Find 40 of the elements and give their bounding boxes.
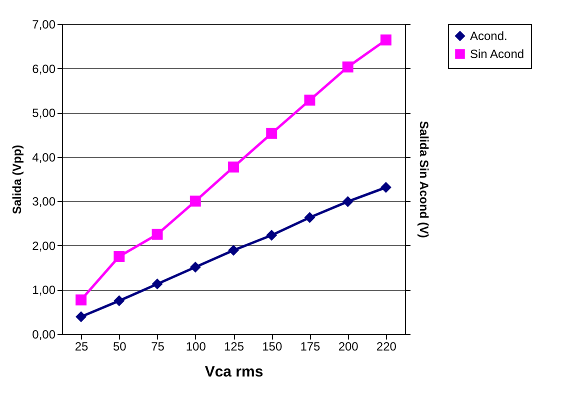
y-axis-title: Salida (Vpp)	[10, 144, 24, 214]
point	[190, 262, 201, 273]
point	[228, 162, 239, 173]
y-tick-label: 5,00	[32, 106, 56, 120]
x-tick-label: 125	[224, 340, 244, 354]
point	[304, 212, 316, 224]
point	[380, 34, 392, 46]
point	[304, 94, 316, 106]
y-tick-label: 4,00	[32, 150, 56, 164]
point	[152, 278, 163, 290]
x-tick-label: 100	[186, 340, 206, 354]
x-tick-label: 175	[300, 340, 321, 354]
point	[342, 196, 354, 208]
point	[228, 244, 239, 256]
point	[76, 311, 87, 322]
legend-label: Acond.	[470, 29, 508, 43]
point	[190, 196, 201, 207]
x-tick-label: 25	[74, 340, 89, 354]
y-tick-label: 1,00	[32, 283, 56, 298]
point	[114, 295, 125, 306]
point	[266, 128, 278, 139]
point	[152, 228, 163, 240]
x-tick-label: 220	[376, 340, 397, 354]
y-tick-label: 7,00	[32, 18, 56, 32]
y-tick-label: 6,00	[32, 62, 56, 76]
y2-axis-title: Salida Sin Acond (V)	[417, 121, 431, 238]
point	[76, 294, 87, 306]
y-tick-label: 0,00	[32, 328, 56, 342]
x-tick-label: 200	[338, 340, 359, 354]
point	[380, 182, 392, 193]
y-tick-label: 2,00	[32, 238, 56, 253]
y-tick-label: 3,00	[32, 194, 56, 209]
point	[114, 251, 125, 262]
x-tick-label: 50	[112, 340, 127, 354]
x-tick-label: 75	[151, 340, 165, 354]
point	[342, 61, 354, 72]
point	[266, 230, 278, 241]
x-axis-title: Vca rms	[204, 364, 264, 380]
legend-label: Sin Acond	[470, 47, 524, 61]
x-tick-label: 150	[262, 340, 282, 354]
